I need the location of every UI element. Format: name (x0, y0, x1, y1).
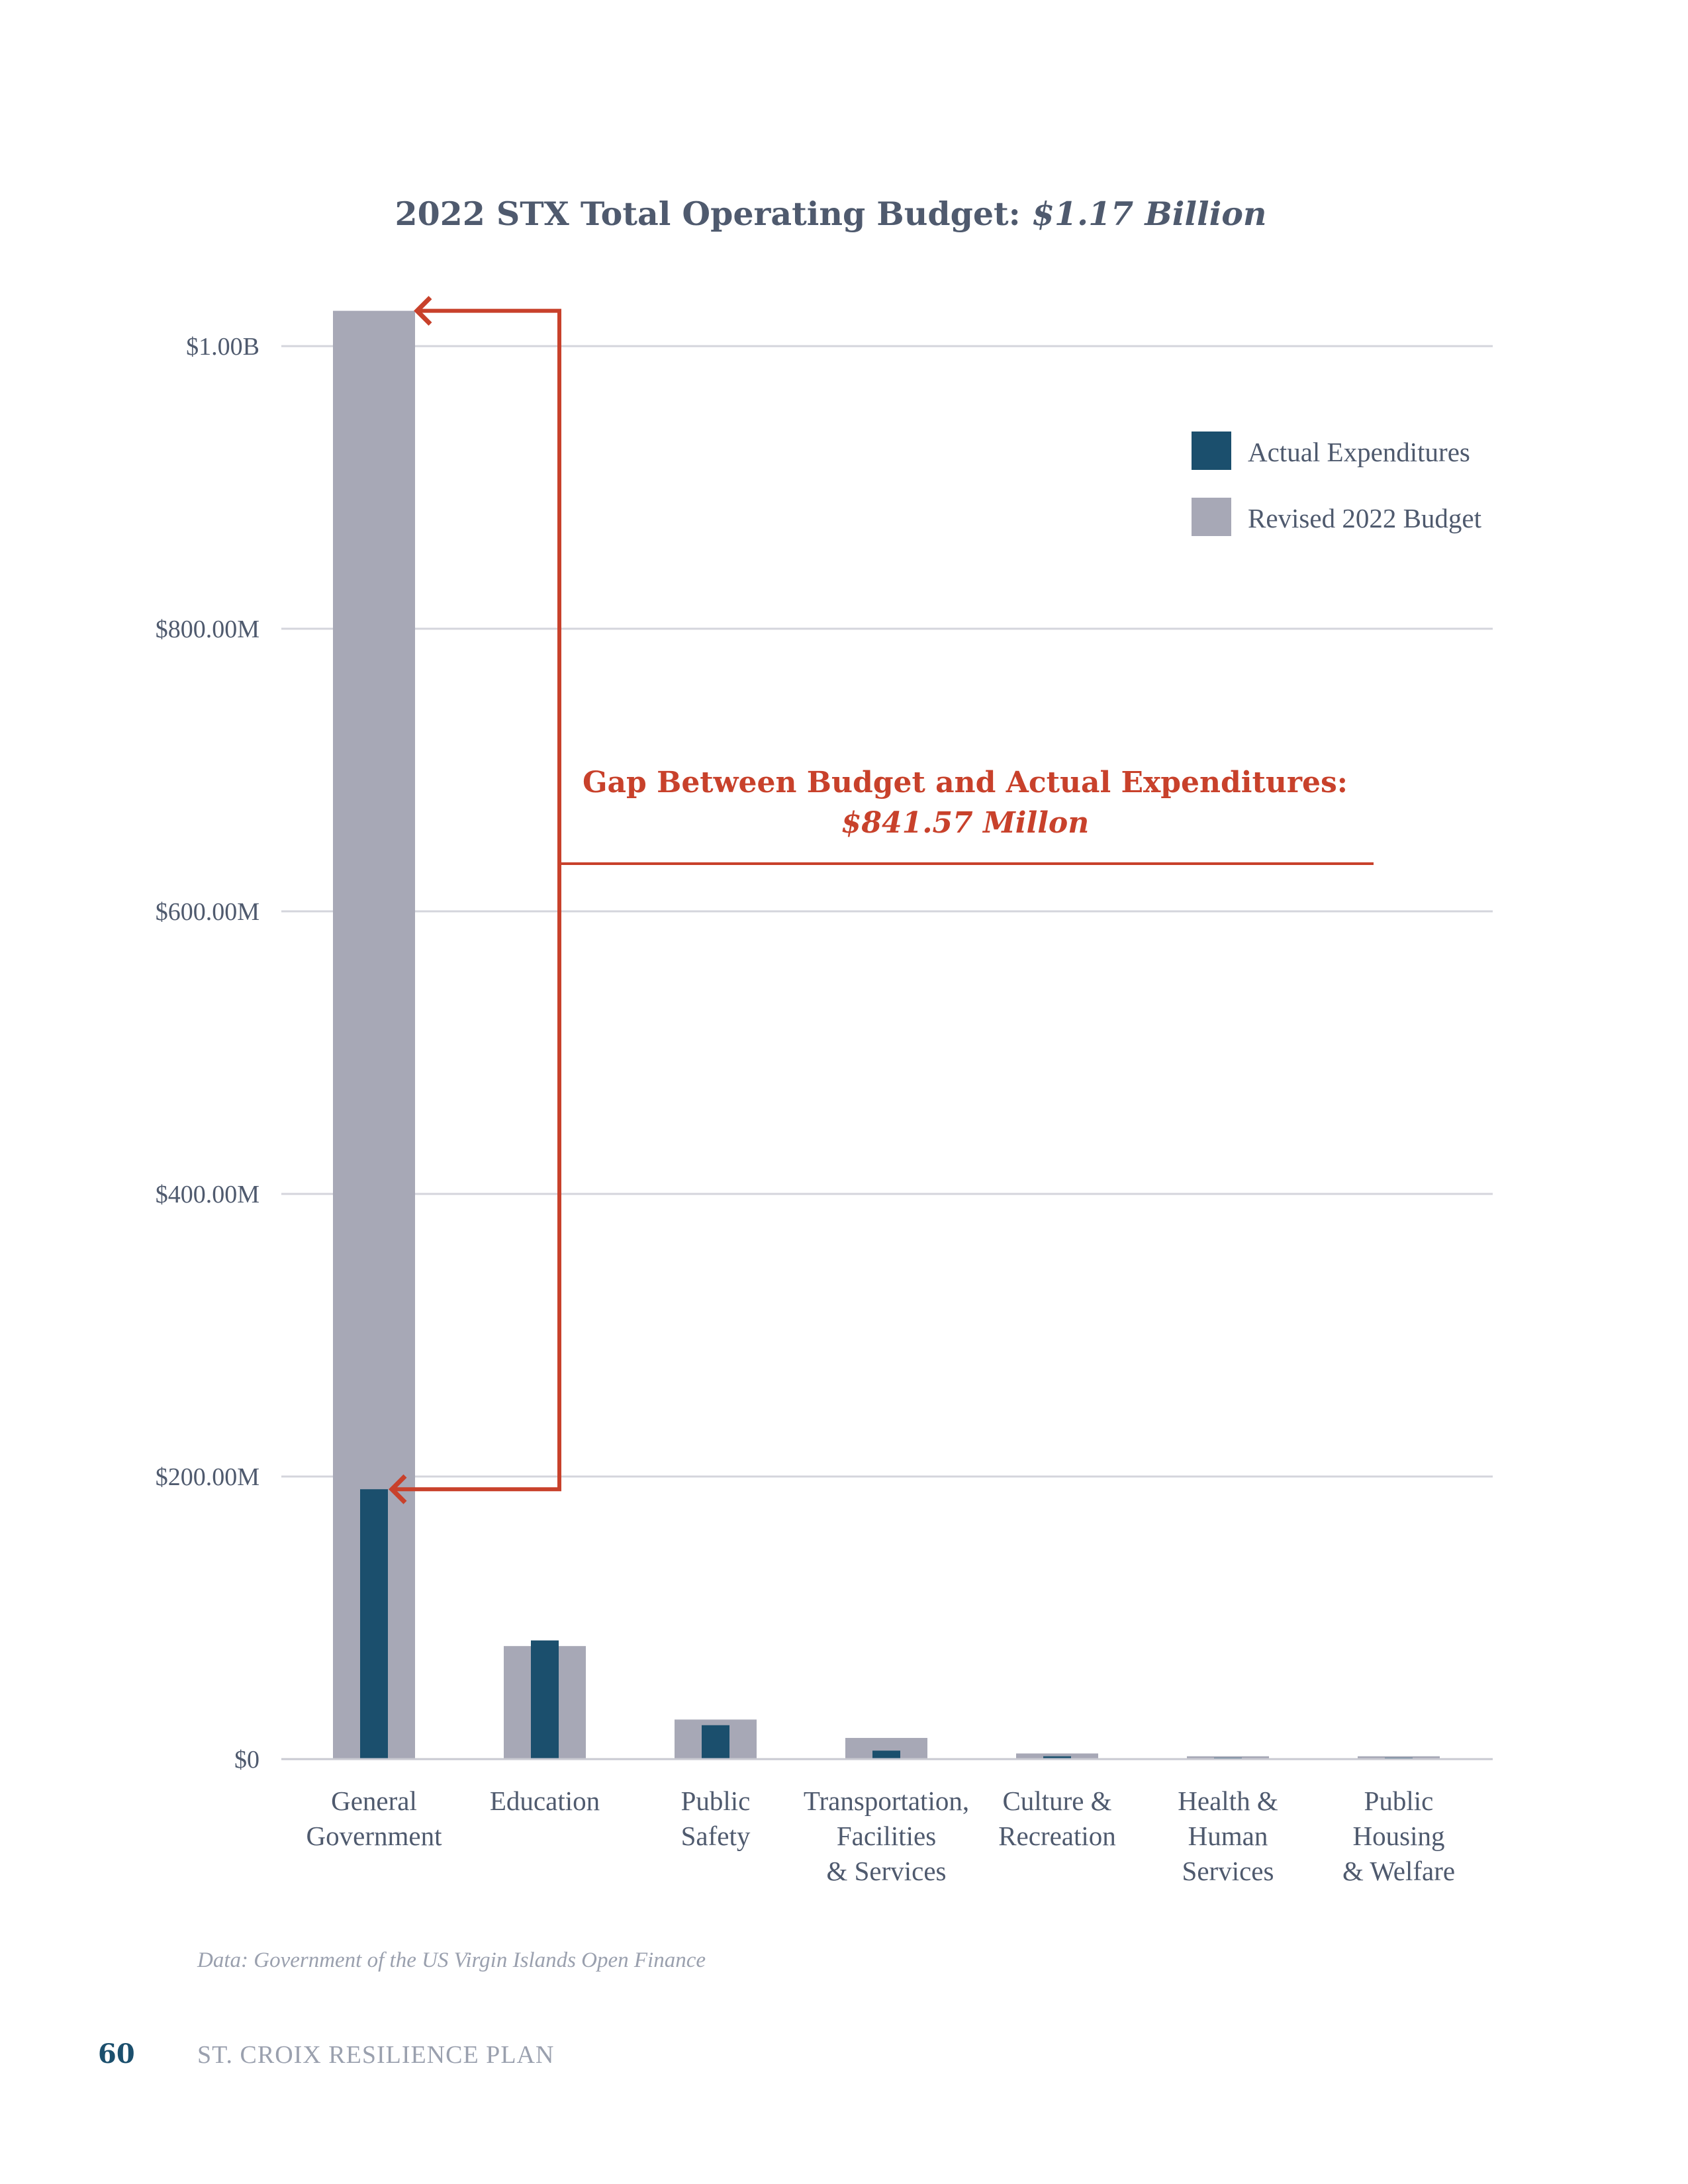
document-title: ST. CROIX RESILIENCE PLAN (197, 2041, 554, 2069)
chart-title-value: $1.17 Billion (1032, 195, 1267, 233)
y-tick-label: $800.00M (156, 615, 259, 643)
y-tick-label: $400.00M (156, 1181, 259, 1208)
chart-title-prefix: 2022 STX Total Operating Budget: (395, 195, 1020, 233)
grid-lines (281, 345, 1493, 1760)
x-axis-labels: General Government Education Public Safety Tr… (306, 1786, 1456, 1886)
x-category-label: Public Housing & Welfare (1342, 1786, 1455, 1886)
x-category-label: Education (490, 1786, 600, 1816)
bars (281, 310, 1493, 1760)
gap-arrowhead-bottom (389, 1474, 407, 1504)
bar-actual (702, 1725, 729, 1759)
y-tick-label: $0 (234, 1746, 259, 1774)
gap-value: $841.57 Millon (841, 806, 1090, 840)
x-category-label: General Government (306, 1786, 443, 1851)
y-axis-ticks: $0 $200.00M $400.00M $600.00M $800.00M $1.00B (156, 333, 259, 1774)
chart-title: 2022 STX Total Operating Budget: $1.17 B… (395, 195, 1266, 233)
y-tick-label: $600.00M (156, 898, 259, 926)
x-category-label: Public Safety (681, 1786, 751, 1851)
bar-actual (531, 1640, 559, 1759)
legend-swatch-budget (1192, 498, 1231, 536)
x-category-label: Culture & Recreation (998, 1786, 1116, 1851)
legend: Actual Expenditures Revised 2022 Budget (1192, 432, 1482, 536)
legend-swatch-actual (1192, 432, 1231, 470)
page-number: 60 (98, 2038, 135, 2070)
y-tick-label: $1.00B (186, 333, 259, 361)
source-note: Data: Government of the US Virgin Island… (197, 1948, 706, 1972)
gap-annotation: Gap Between Budget and Actual Expenditur… (389, 296, 1374, 1504)
x-category-label: Transportation, Facilities & Services (804, 1786, 969, 1886)
bar-actual (872, 1751, 900, 1759)
y-tick-label: $200.00M (156, 1463, 259, 1491)
legend-label-budget: Revised 2022 Budget (1248, 503, 1482, 533)
legend-label-actual: Actual Expenditures (1248, 437, 1470, 467)
bar-actual (1043, 1756, 1071, 1759)
gap-label: Gap Between Budget and Actual Expenditur… (583, 766, 1348, 799)
gap-bracket-line (395, 308, 561, 1492)
x-category-label: Health & Human Services (1178, 1786, 1278, 1886)
gap-arrowhead-top (414, 296, 432, 326)
bar-actual (360, 1489, 388, 1759)
